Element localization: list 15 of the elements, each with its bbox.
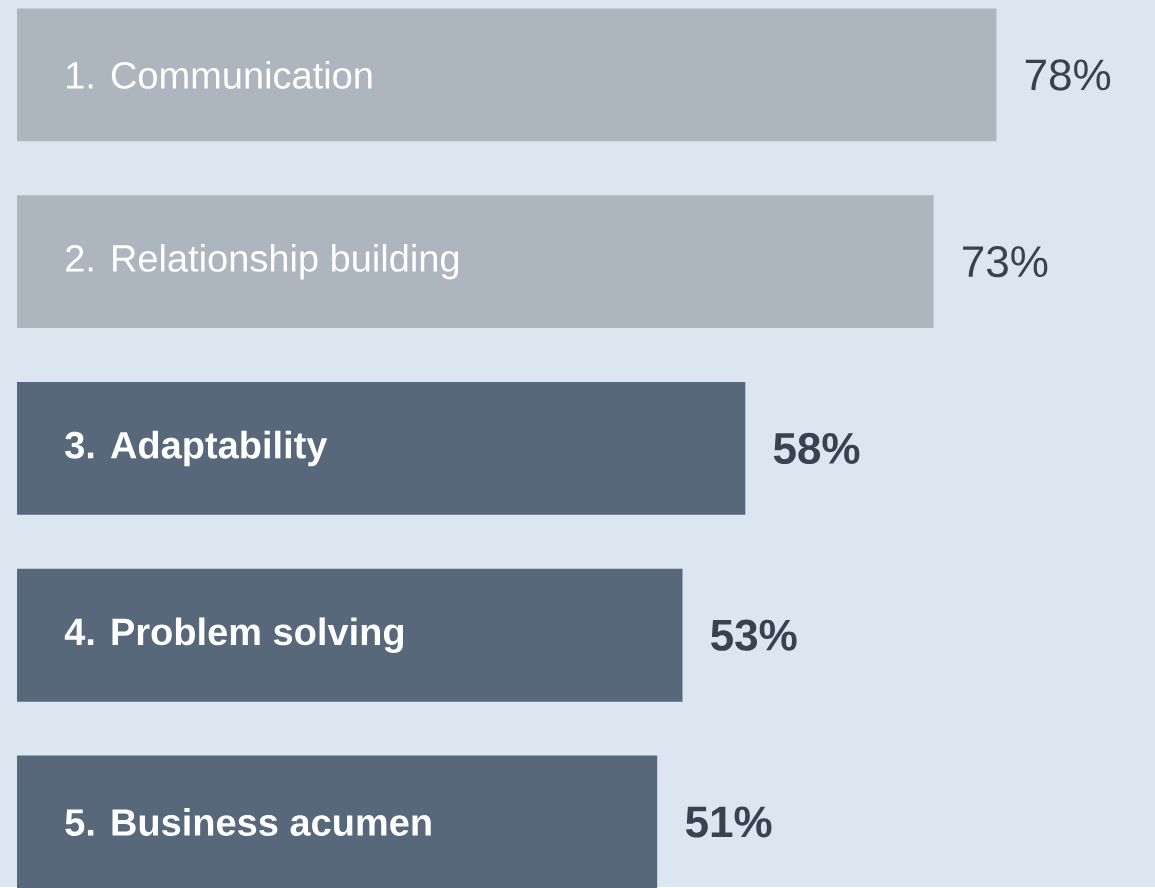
y-tick-label: 1. Communication	[67, 60, 372, 89]
y-tick-label: 4. Problem solving	[64, 617, 404, 653]
bar	[17, 8, 997, 142]
data-label: 73%	[963, 245, 1048, 278]
y-tick-label: 2. Relationship building	[66, 243, 459, 280]
bar	[17, 755, 658, 888]
y-tick-label: 5. Business acumen	[65, 807, 431, 836]
data-label: 53%	[711, 619, 797, 651]
data-label: 51%	[685, 806, 772, 838]
bar	[17, 568, 683, 702]
bar	[17, 195, 934, 328]
data-label: 78%	[1025, 59, 1111, 91]
y-tick-label: 3. Adaptability	[65, 430, 328, 466]
bar	[17, 381, 746, 515]
data-label: 58%	[773, 432, 860, 464]
